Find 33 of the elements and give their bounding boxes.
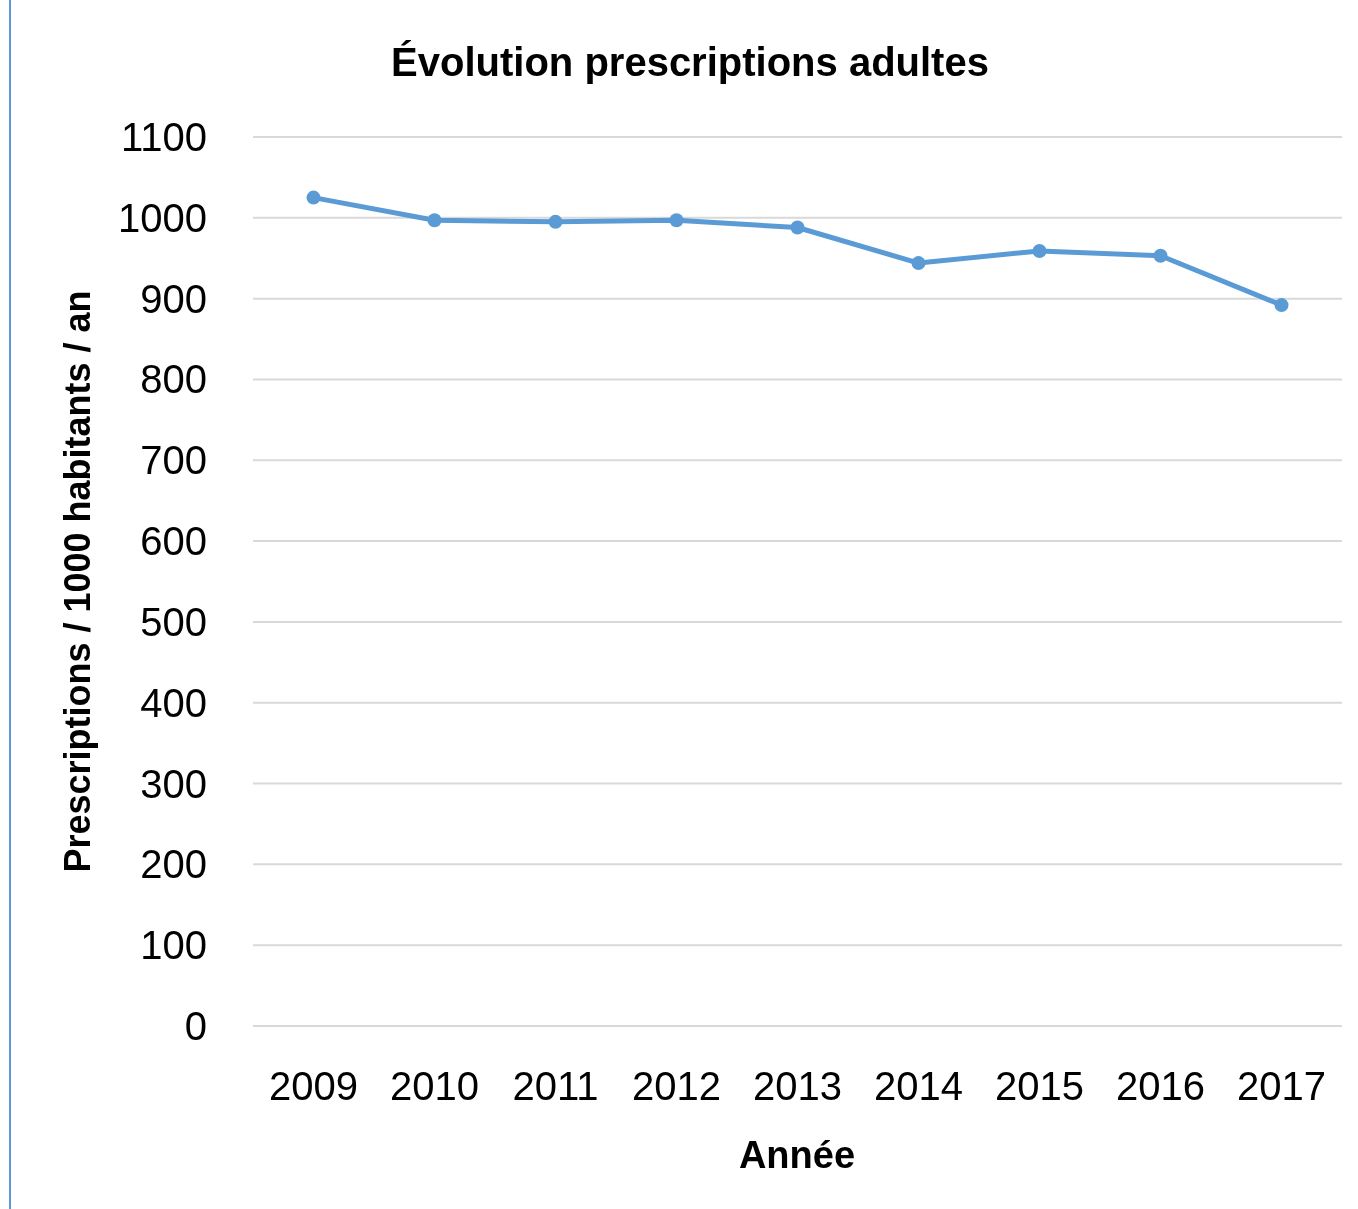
point (306, 190, 321, 205)
x-tick-label: 2015 (995, 1064, 1084, 1108)
x-tick-label: 2012 (632, 1064, 721, 1108)
point (911, 256, 926, 271)
x-tick-label: 2013 (753, 1064, 842, 1108)
x-tick-label: 2017 (1237, 1064, 1326, 1108)
x-tick-label: 2014 (874, 1064, 963, 1108)
y-tick-label: 800 (140, 357, 207, 402)
point (427, 213, 442, 228)
chart-title: Évolution prescriptions adultes (391, 40, 989, 84)
y-tick-label: 1000 (118, 195, 207, 240)
point (1274, 298, 1289, 313)
y-tick-label: 300 (140, 761, 207, 806)
x-axis-title: Année (738, 1134, 856, 1176)
point (1153, 248, 1168, 263)
x-tick-label: 2009 (269, 1064, 358, 1108)
y-tick-label: 400 (140, 680, 207, 725)
y-tick-label: 900 (140, 276, 207, 321)
point (669, 213, 684, 228)
y-tick-label: 200 (140, 842, 207, 887)
y-tick-label: 1100 (120, 115, 207, 159)
point (548, 214, 563, 229)
y-tick-label: 100 (140, 923, 207, 968)
point (1032, 243, 1047, 258)
x-tick-label: 2010 (390, 1064, 479, 1108)
x-tick-label: 2016 (1116, 1064, 1205, 1108)
y-tick-label: 700 (140, 438, 207, 483)
y-axis-title: Prescriptions / 1000 habitants / an (57, 290, 98, 873)
point (790, 220, 805, 235)
y-tick-label: 600 (140, 519, 207, 564)
y-tick-label: 500 (140, 599, 207, 644)
y-tick-label: 0 (184, 1004, 207, 1048)
x-tick-label: 2011 (512, 1064, 599, 1108)
